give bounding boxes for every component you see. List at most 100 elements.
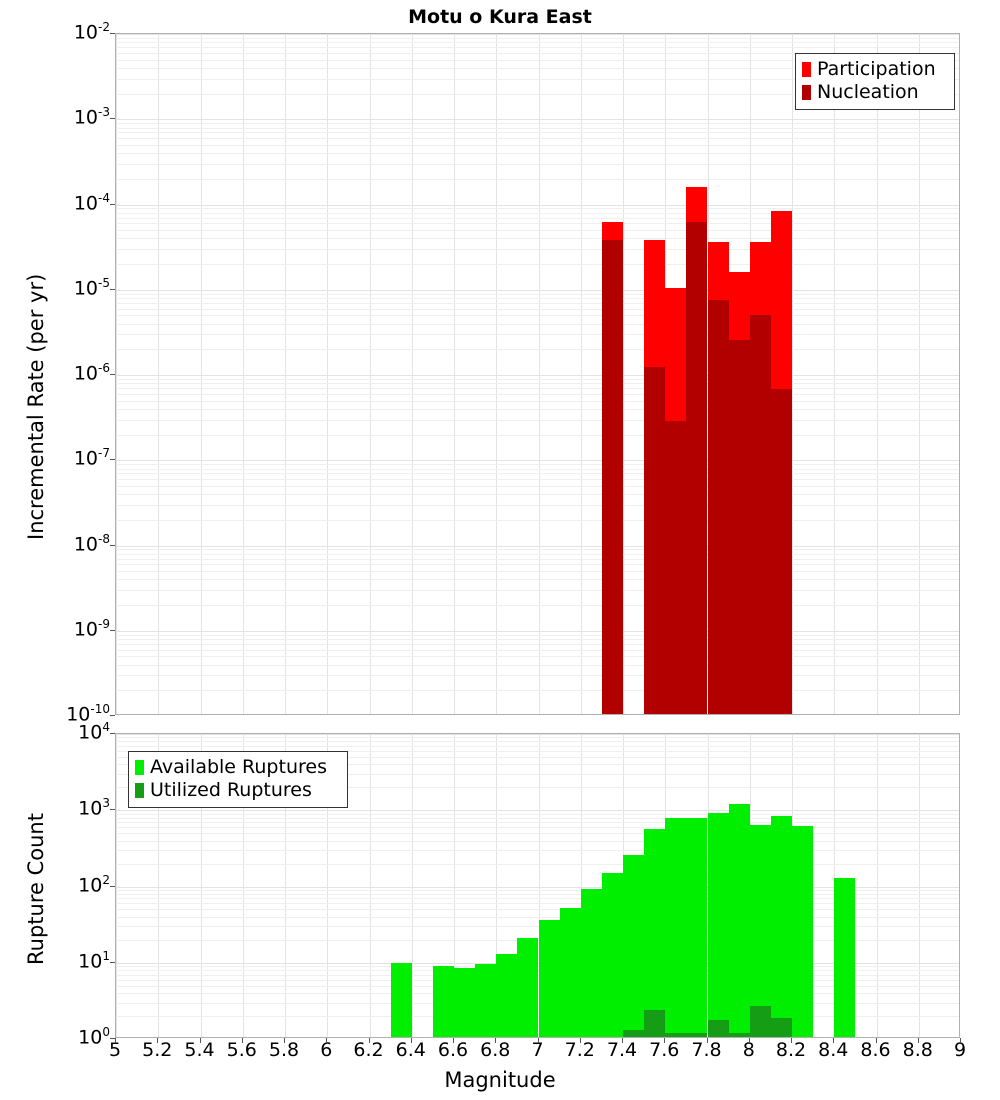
bar-utilized-ruptures [665, 1032, 687, 1037]
legend-label: Available Ruptures [150, 756, 327, 778]
gridline-vertical [411, 34, 413, 714]
gridline-minor [116, 564, 959, 566]
gridline-minor [116, 78, 959, 80]
gridline-minor [116, 42, 959, 44]
gridline-minor [116, 249, 959, 251]
gridline-minor [116, 123, 959, 125]
x-tick-label: 6.6 [437, 1039, 469, 1061]
gridline-major [116, 630, 959, 632]
gridline-minor [116, 264, 959, 266]
gridline-major [116, 119, 959, 121]
y-tick-mark [110, 961, 115, 963]
x-tick-label: 8 [742, 1039, 755, 1061]
y-tick-mark [110, 629, 115, 631]
gridline-minor [116, 132, 959, 134]
gridline-minor [116, 217, 959, 219]
y-tick-mantissa: 10 [73, 362, 99, 385]
gridline-vertical [876, 34, 878, 714]
gridline-minor [116, 223, 959, 225]
gridline-minor [116, 840, 959, 842]
y-tick-mantissa: 10 [78, 873, 103, 896]
y-tick-mantissa: 10 [73, 106, 99, 129]
gridline-minor [116, 549, 959, 551]
y-tick-exponent: 3 [102, 796, 110, 811]
bar-utilized-ruptures [686, 1032, 708, 1037]
x-tick-label: 8.4 [818, 1039, 849, 1061]
legend-swatch-icon [135, 783, 144, 798]
x-tick-label: 9 [953, 1039, 967, 1061]
legend-swatch-icon [802, 85, 811, 100]
x-tick-mark [453, 1038, 454, 1043]
gridline-vertical [454, 34, 455, 714]
gridline-minor [116, 298, 959, 299]
bar-available-ruptures [538, 920, 560, 1037]
gridline-minor [116, 323, 959, 325]
gridline-major [116, 545, 959, 547]
y-tick-exponent: -8 [98, 531, 110, 546]
x-tick-mark [284, 1038, 285, 1043]
gridline-minor [116, 926, 959, 928]
gridline-minor [116, 315, 959, 317]
x-tick-mark [495, 1038, 497, 1043]
gridline-minor [116, 67, 959, 69]
gridline-vertical [327, 34, 329, 714]
gridline-minor [116, 590, 959, 592]
bar-nucleation [601, 240, 623, 714]
y-tick-exponent: 0 [102, 1025, 110, 1039]
gridline-vertical [411, 734, 413, 1037]
y-tick-label: 10-9 [74, 617, 110, 640]
y-tick-mark [110, 809, 115, 811]
gridline-vertical [285, 734, 286, 1037]
x-tick-mark [791, 1038, 792, 1043]
x-tick-mark [622, 1038, 623, 1043]
x-tick-label: 8.8 [902, 1039, 933, 1061]
gridline-vertical [496, 34, 498, 714]
gridline-minor [116, 37, 959, 39]
y-tick-mantissa: 10 [66, 703, 91, 726]
lower-legend: Available Ruptures Utilized Ruptures [128, 751, 348, 808]
incremental-rate-chart [115, 33, 960, 715]
gridline-vertical [116, 34, 117, 714]
gridline-vertical [454, 734, 455, 1037]
y-tick-exponent: -6 [98, 361, 110, 375]
y-tick-mark [110, 733, 115, 734]
x-tick-label: 5.6 [226, 1039, 257, 1061]
y-tick-exponent: -5 [98, 275, 110, 290]
bar-available-ruptures [770, 816, 792, 1037]
gridline-minor [116, 212, 959, 214]
x-tick-mark [241, 1038, 243, 1043]
bar-available-ruptures [749, 825, 771, 1037]
gridline-minor [116, 822, 959, 824]
gridline-major [116, 34, 959, 35]
gridline-minor [116, 827, 959, 829]
gridline-minor [116, 468, 959, 470]
gridline-minor [116, 334, 959, 336]
y-tick-mark [110, 33, 115, 34]
gridline-vertical [834, 34, 836, 714]
bar-available-ruptures [728, 804, 750, 1037]
gridline-vertical [623, 34, 624, 714]
x-tick-label: 5 [108, 1039, 122, 1061]
gridline-minor [116, 464, 959, 466]
y-tick-mantissa: 10 [78, 1026, 103, 1049]
bar-available-ruptures [792, 826, 814, 1037]
y-tick-mark [110, 203, 115, 205]
x-tick-label: 6.4 [395, 1039, 426, 1061]
gridline-minor [116, 238, 959, 240]
gridline-minor [116, 47, 959, 49]
y-tick-mantissa: 10 [73, 21, 99, 44]
gridline-minor [116, 750, 959, 752]
gridline-minor [116, 519, 959, 521]
lower-y-axis-label: Rupture Count [24, 813, 48, 965]
y-tick-label: 10-7 [74, 446, 110, 469]
gridline-minor [116, 764, 959, 766]
x-tick-mark [368, 1038, 370, 1043]
bar-available-ruptures [580, 888, 602, 1037]
y-tick-mantissa: 10 [78, 950, 103, 973]
bar-utilized-ruptures [728, 1032, 750, 1037]
legend-entry: Participation [802, 58, 947, 81]
gridline-vertical [327, 734, 329, 1037]
bar-utilized-ruptures [749, 1006, 771, 1037]
y-tick-label: 10-8 [74, 532, 110, 555]
x-tick-mark [917, 1038, 919, 1043]
